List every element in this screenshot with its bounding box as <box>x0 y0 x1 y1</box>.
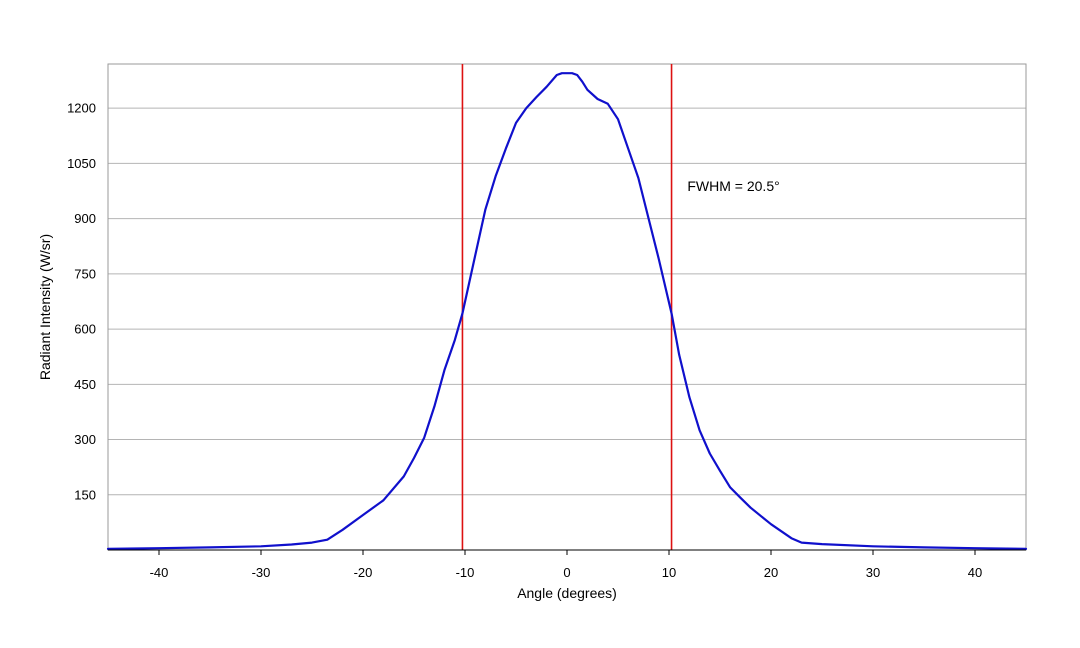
y-tick-label: 600 <box>74 322 96 337</box>
y-tick-label: 900 <box>74 211 96 226</box>
x-tick-label: -10 <box>456 565 475 580</box>
x-tick-label: 10 <box>662 565 676 580</box>
plot-area-frame <box>107 63 1027 551</box>
radiant-intensity-curve <box>106 72 1028 550</box>
x-axis-title: Angle (degrees) <box>517 585 617 601</box>
y-tick-label: 300 <box>74 432 96 447</box>
y-tick-label: 750 <box>74 266 96 281</box>
x-axis-ticks: -40 -30 -20 -10 0 10 20 30 40 <box>150 550 982 580</box>
fwhm-markers <box>461 64 673 550</box>
x-tick-label: -30 <box>252 565 271 580</box>
x-tick-label: 30 <box>866 565 880 580</box>
grid-lines <box>108 107 1026 496</box>
x-tick-label: -40 <box>150 565 169 580</box>
y-tick-label: 1050 <box>67 156 96 171</box>
annotations: FWHM = 20.5° <box>687 178 779 194</box>
y-axis-ticks: 150 300 450 600 750 900 1050 1200 <box>67 101 96 503</box>
y-tick-label: 1200 <box>67 101 96 116</box>
y-tick-label: 150 <box>74 487 96 502</box>
x-tick-label: 20 <box>764 565 778 580</box>
fwhm-annotation: FWHM = 20.5° <box>687 178 779 194</box>
y-tick-label: 450 <box>74 377 96 392</box>
y-axis-title: Radiant Intensity (W/sr) <box>37 234 53 380</box>
x-tick-label: -20 <box>354 565 373 580</box>
x-tick-label: 0 <box>563 565 570 580</box>
x-tick-label: 40 <box>968 565 982 580</box>
